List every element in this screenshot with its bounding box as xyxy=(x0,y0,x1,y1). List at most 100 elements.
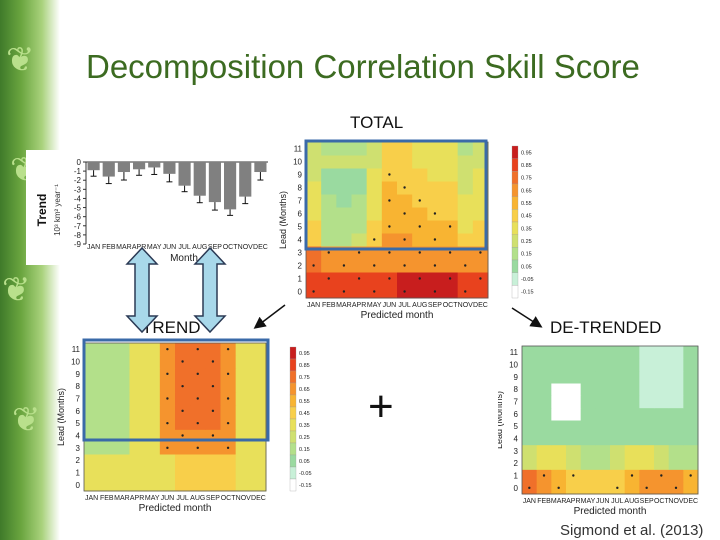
map-cell xyxy=(522,407,538,421)
map-cell xyxy=(235,367,252,381)
map-cell xyxy=(190,355,206,369)
significance-dot xyxy=(479,251,482,254)
map-cell xyxy=(522,444,538,458)
map-cell xyxy=(683,420,699,433)
map-cell xyxy=(522,383,538,396)
map-cell xyxy=(205,478,221,492)
significance-dot xyxy=(166,397,169,400)
significance-dot xyxy=(630,474,634,477)
map-cell xyxy=(654,420,670,433)
map-cell xyxy=(639,444,655,458)
map-cell xyxy=(190,380,206,393)
month-tick-label: JAN xyxy=(523,498,536,505)
colorbar-tick-label: 0.25 xyxy=(299,435,310,441)
map-cell xyxy=(595,407,611,421)
map-cell xyxy=(84,380,100,393)
map-cell xyxy=(624,407,640,421)
map-cell xyxy=(595,481,611,495)
y-tick-label: -8 xyxy=(74,231,82,240)
map-cell xyxy=(683,407,699,421)
map-cell xyxy=(536,481,552,495)
map-cell xyxy=(321,233,337,247)
total-skill-map: 0 1 2 3 4 5 6 7 8 9 10 11 JAN FEB MAR APR MAY JUN JUL AUG SE… xyxy=(278,139,534,321)
map-cell xyxy=(114,404,130,418)
map-cell xyxy=(114,367,130,381)
map-cell xyxy=(566,457,582,470)
lead-tick-label: 8 xyxy=(514,385,519,394)
lead-tick-label: 3 xyxy=(514,447,519,456)
month-tick-label: OCT xyxy=(221,495,237,502)
map-cell xyxy=(205,417,221,430)
map-cell xyxy=(610,469,626,483)
map-cell xyxy=(457,233,474,247)
map-cell xyxy=(580,432,596,446)
significance-dot xyxy=(388,173,391,176)
map-cell xyxy=(114,417,130,430)
map-ylabel: Lead (Months) xyxy=(278,191,288,249)
map-cell xyxy=(427,181,443,195)
significance-dot xyxy=(689,474,692,477)
lead-tick-label: 6 xyxy=(514,410,519,419)
map-cell xyxy=(84,404,100,418)
map-cell xyxy=(683,358,699,372)
map-cell xyxy=(114,380,130,393)
month-tick-label: FEB xyxy=(322,302,336,309)
significance-dot xyxy=(448,277,452,280)
lead-tick-label: 4 xyxy=(514,435,519,444)
month-tick-label: MAY xyxy=(147,244,162,251)
leaf-icon: ❦ xyxy=(12,401,41,439)
significance-dot xyxy=(342,290,346,293)
map-cell xyxy=(235,392,252,406)
map-cell xyxy=(235,343,252,356)
significance-dot xyxy=(357,277,361,280)
map-cell xyxy=(683,395,699,409)
map-cell xyxy=(205,367,221,381)
map-cell xyxy=(366,168,383,182)
month-tick-label: FEB xyxy=(100,495,114,502)
map-cell xyxy=(397,220,413,234)
colorbar-tick-label: 0.95 xyxy=(299,351,310,357)
map-cell xyxy=(668,407,684,421)
colorbar-tick-label: 0.55 xyxy=(521,201,532,207)
colorbar-tick-label: 0.15 xyxy=(521,252,532,258)
trend-skill-map: 0 1 2 3 4 5 6 7 8 9 10 11 JAN FEB MAR APR MAY JUN JUL AUG SE… xyxy=(56,338,312,514)
map-cell xyxy=(654,444,670,458)
map-cell xyxy=(457,181,474,195)
map-cell xyxy=(654,481,670,495)
y-tick-label: -3 xyxy=(74,185,82,194)
map-cell xyxy=(427,220,443,234)
map-cells xyxy=(84,343,267,492)
map-cell xyxy=(129,404,146,418)
map-cell xyxy=(351,155,368,169)
map-cell xyxy=(624,444,640,458)
map-cell xyxy=(84,441,100,455)
map-cell xyxy=(624,432,640,446)
month-tick-label: JUL xyxy=(611,498,624,505)
map-cell xyxy=(639,407,655,421)
map-cell xyxy=(536,395,552,409)
map-cell xyxy=(654,457,670,470)
map-cell xyxy=(412,142,428,156)
significance-dot xyxy=(327,251,330,254)
map-cell xyxy=(306,220,322,234)
map-cell xyxy=(442,233,459,247)
map-cell xyxy=(250,441,267,455)
map-cell xyxy=(683,383,699,396)
map-cell xyxy=(250,343,267,356)
month-tick-label: APR xyxy=(132,244,146,251)
map-cell xyxy=(175,466,191,480)
map-cell xyxy=(250,380,267,393)
map-cell xyxy=(580,444,596,458)
lead-tick-label: 10 xyxy=(509,361,518,370)
map-cells xyxy=(306,142,489,299)
trend-bar xyxy=(239,162,252,197)
arrow-total-to-detrended xyxy=(511,307,543,328)
lead-tick-label: 5 xyxy=(514,422,519,431)
significance-dot xyxy=(542,474,546,477)
map-cell xyxy=(595,420,611,433)
significance-dot xyxy=(645,486,648,490)
trend-xlabel: Month xyxy=(170,253,198,264)
map-cell xyxy=(668,358,684,372)
map-cell xyxy=(457,272,474,286)
map-cell xyxy=(220,404,237,418)
